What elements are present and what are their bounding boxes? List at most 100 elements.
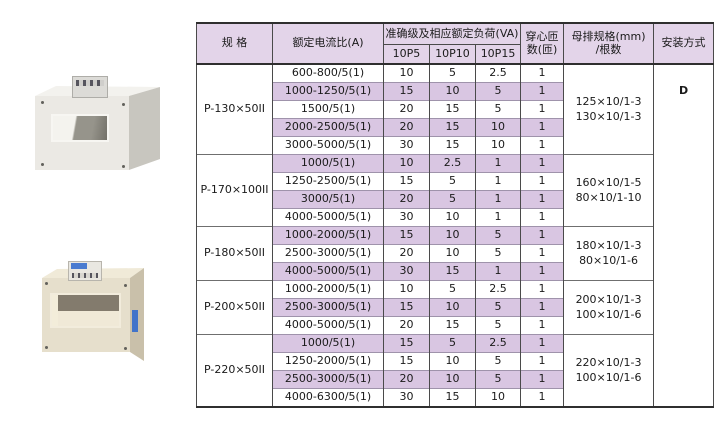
ratio-cell: 1000-1250/5(1) <box>272 82 384 101</box>
va-10p15-cell: 1 <box>474 190 522 209</box>
table-row: 1500/5(1) 20 15 5 1 <box>197 100 714 119</box>
va-10p10-cell: 5 <box>429 172 476 191</box>
va-10p5-cell: 30 <box>383 208 430 227</box>
screw-icon <box>45 282 48 285</box>
header-busbar-line1: 母排规格(mm) <box>571 29 646 43</box>
va-10p5-cell: 20 <box>383 244 430 263</box>
table-row: P-170×100II 1000/5(1) 10 2.5 1 1 160×10/1-5 80×… <box>196 154 714 227</box>
spec-cell: P-130×50II <box>196 63 273 155</box>
va-10p5-cell: 20 <box>383 370 430 389</box>
header-busbar-line2: /根数 <box>595 42 622 56</box>
table-row: P-130×50II 600-800/5(1) 10 5 2.5 1 125×10/1-3 1… <box>196 63 715 407</box>
ct-terminal-block <box>68 261 102 281</box>
spec-cell: P-170×100II <box>196 154 273 227</box>
ratio-cell: 4000-5000/5(1) <box>272 316 384 335</box>
ct-window-opening <box>50 293 121 328</box>
va-10p15-cell: 10 <box>474 118 522 137</box>
va-10p15-cell: 5 <box>474 244 522 263</box>
ratio-cell: 1000-2000/5(1) <box>272 280 384 299</box>
spec-table: 规 格 额定电流比(A) 准确级及相应额定负荷(VA) 穿心匝 数(匝) 母排规… <box>196 22 715 408</box>
va-10p10-cell: 15 <box>429 100 476 119</box>
ct-terminal-pins <box>72 273 98 278</box>
va-10p10-cell: 10 <box>429 370 476 389</box>
ratio-cell: 1000/5(1) <box>272 154 384 173</box>
va-10p10-cell: 15 <box>429 388 476 407</box>
table-body: P-130×50II 600-800/5(1) 10 5 2.5 1 125×10/1-3 1… <box>196 63 715 407</box>
header-turns: 穿心匝 数(匝) <box>520 22 565 65</box>
screw-icon <box>41 101 44 104</box>
ratio-cell: 3000/5(1) <box>272 190 384 209</box>
va-10p15-cell: 1 <box>474 262 522 281</box>
va-10p15-cell: 5 <box>474 370 522 389</box>
header-spec: 规 格 <box>196 22 273 65</box>
screw-icon <box>124 347 127 350</box>
table-row: 3000/5(1) 20 5 1 1 <box>197 190 714 209</box>
turns-cell: 1 <box>520 316 565 335</box>
va-10p10-cell: 10 <box>429 226 476 245</box>
table-row: 2500-3000/5(1) 20 10 5 1 <box>197 244 714 263</box>
table-row: P-220×50II 1000/5(1) 15 5 2.5 1 220×10/1-3 100×… <box>196 334 714 407</box>
spec-cell: P-220×50II <box>196 334 273 407</box>
va-10p15-cell: 5 <box>474 100 522 119</box>
screw-icon <box>122 103 125 106</box>
va-10p10-cell: 15 <box>429 316 476 335</box>
table-row: 4000-5000/5(1) 30 10 1 1 <box>197 208 714 227</box>
install-cell: D <box>653 63 715 407</box>
va-10p10-cell: 2.5 <box>429 154 476 173</box>
spec-cell: P-180×50II <box>196 226 273 281</box>
table-row: 4000-6300/5(1) 30 15 10 1 <box>197 388 714 407</box>
va-10p10-cell: 10 <box>429 298 476 317</box>
turns-cell: 1 <box>520 172 565 191</box>
header-turns-line1: 穿心匝 <box>525 29 559 43</box>
va-10p5-cell: 15 <box>383 298 430 317</box>
product-photo-ct-bottom <box>28 248 168 368</box>
ratio-cell: 1250-2000/5(1) <box>272 352 384 371</box>
ratio-cell: 1500/5(1) <box>272 100 384 119</box>
spec-cell: P-200×50II <box>196 280 273 335</box>
product-photo-ct-top <box>33 74 165 174</box>
va-10p15-cell: 1 <box>474 172 522 191</box>
turns-cell: 1 <box>520 352 565 371</box>
table-row: 2500-3000/5(1) 20 10 5 1 <box>197 370 714 389</box>
ct-terminal-block <box>72 76 108 98</box>
va-10p5-cell: 15 <box>383 352 430 371</box>
ratio-cell: 2000-2500/5(1) <box>272 118 384 137</box>
busbar-cell: 220×10/1-3 100×10/1-6 <box>563 334 655 407</box>
turns-cell: 1 <box>520 190 565 209</box>
va-10p5-cell: 15 <box>383 82 430 101</box>
ct-side-face <box>129 87 160 170</box>
turns-cell: 1 <box>520 136 565 155</box>
va-10p5-cell: 10 <box>383 280 430 299</box>
va-10p15-cell: 10 <box>474 388 522 407</box>
va-10p15-cell: 2.5 <box>474 63 522 83</box>
screw-icon <box>41 163 44 166</box>
va-10p10-cell: 10 <box>429 352 476 371</box>
va-10p5-cell: 15 <box>383 226 430 245</box>
va-10p15-cell: 5 <box>474 82 522 101</box>
va-10p15-cell: 5 <box>474 298 522 317</box>
va-10p10-cell: 5 <box>429 334 476 353</box>
header-10p10: 10P10 <box>429 44 476 65</box>
ratio-cell: 1000/5(1) <box>272 334 384 353</box>
ratio-cell: 2500-3000/5(1) <box>272 244 384 263</box>
ratio-cell: 2500-3000/5(1) <box>272 370 384 389</box>
header-row-1: 规 格 额定电流比(A) 准确级及相应额定负荷(VA) 穿心匝 数(匝) 母排规… <box>196 22 715 65</box>
ct-terminal-pins <box>76 80 104 86</box>
screw-icon <box>122 165 125 168</box>
va-10p5-cell: 20 <box>383 100 430 119</box>
blue-label <box>132 310 138 332</box>
header-10p15: 10P15 <box>474 44 522 65</box>
va-10p5-cell: 10 <box>383 154 430 173</box>
va-10p5-cell: 10 <box>383 63 430 83</box>
va-10p5-cell: 15 <box>383 334 430 353</box>
va-10p10-cell: 5 <box>429 280 476 299</box>
table-row: 4000-5000/5(1) 30 15 1 1 <box>197 262 714 281</box>
turns-cell: 1 <box>520 388 565 407</box>
ratio-cell: 2500-3000/5(1) <box>272 298 384 317</box>
ct-window-opening <box>51 114 109 142</box>
table-row: 2000-2500/5(1) 20 15 10 1 <box>197 118 714 137</box>
ct-window-inner-wall <box>52 295 58 326</box>
va-10p5-cell: 20 <box>383 118 430 137</box>
screw-icon <box>124 284 127 287</box>
va-10p5-cell: 30 <box>383 262 430 281</box>
